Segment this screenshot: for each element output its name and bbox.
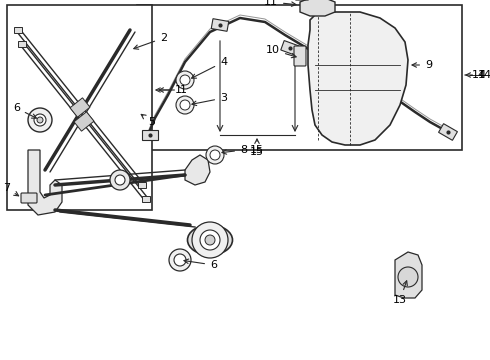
Text: 11: 11	[264, 0, 296, 7]
Circle shape	[34, 114, 46, 126]
Circle shape	[192, 222, 228, 258]
Text: 8: 8	[222, 145, 247, 155]
Circle shape	[206, 146, 224, 164]
Polygon shape	[308, 12, 408, 145]
Polygon shape	[395, 252, 422, 298]
Polygon shape	[211, 19, 229, 31]
Text: —4: —4	[468, 70, 486, 80]
Polygon shape	[281, 41, 299, 55]
Circle shape	[174, 254, 186, 266]
Text: 15: 15	[250, 139, 264, 157]
Ellipse shape	[188, 225, 232, 255]
Circle shape	[180, 75, 190, 85]
Text: 7: 7	[3, 183, 19, 196]
Text: 13: 13	[393, 281, 407, 305]
Polygon shape	[28, 150, 62, 215]
Polygon shape	[138, 182, 146, 188]
Text: 1: 1	[159, 85, 187, 95]
Text: 15: 15	[250, 145, 264, 155]
Circle shape	[115, 175, 125, 185]
Circle shape	[180, 100, 190, 110]
Polygon shape	[439, 124, 458, 140]
Polygon shape	[300, 0, 335, 16]
Circle shape	[37, 117, 43, 123]
Text: 4: 4	[192, 57, 227, 78]
Text: 3: 3	[192, 93, 227, 105]
Circle shape	[205, 235, 215, 245]
Text: 6: 6	[13, 103, 36, 118]
Circle shape	[200, 230, 220, 250]
Circle shape	[110, 170, 130, 190]
Polygon shape	[70, 98, 90, 117]
Circle shape	[176, 96, 194, 114]
Circle shape	[398, 267, 418, 287]
Circle shape	[210, 150, 220, 160]
Text: 10: 10	[266, 45, 296, 58]
Text: 14: 14	[466, 70, 490, 80]
FancyBboxPatch shape	[294, 46, 306, 66]
Text: 9: 9	[412, 60, 432, 70]
Circle shape	[176, 71, 194, 89]
Polygon shape	[142, 196, 150, 202]
Bar	[137, 5, 462, 150]
Polygon shape	[74, 112, 94, 131]
Polygon shape	[18, 41, 26, 47]
Polygon shape	[142, 130, 158, 140]
Text: 6: 6	[184, 259, 217, 270]
Bar	[7, 5, 152, 210]
Text: 12: 12	[0, 359, 1, 360]
Text: 14: 14	[465, 70, 486, 80]
Circle shape	[28, 108, 52, 132]
Text: 5: 5	[141, 114, 155, 127]
Polygon shape	[185, 155, 210, 185]
FancyBboxPatch shape	[21, 193, 37, 203]
Text: 2: 2	[134, 33, 167, 49]
Polygon shape	[14, 27, 22, 33]
Text: 1: 1	[156, 85, 182, 95]
Circle shape	[169, 249, 191, 271]
